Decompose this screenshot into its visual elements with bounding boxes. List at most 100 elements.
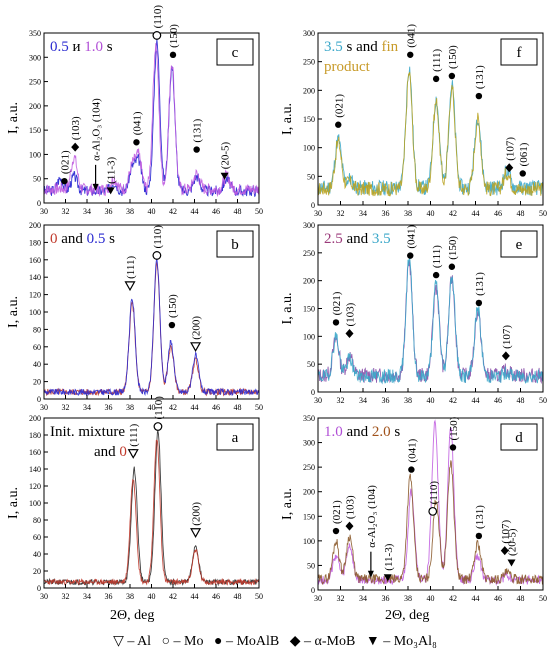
peak-marker-d-0 xyxy=(332,527,340,535)
peak-marker-e-0 xyxy=(332,319,340,326)
peak-label-d-5: (110) xyxy=(428,481,440,505)
x-tick-label-a-48: 48 xyxy=(234,592,242,601)
peak-label-d-4: (041) xyxy=(406,438,418,462)
peak-label-d-8: (107) xyxy=(500,520,512,544)
x-tick-label-d-44: 44 xyxy=(472,594,480,603)
peak-label-d-7: (131) xyxy=(474,505,486,529)
peak-marker-b-1 xyxy=(152,251,162,260)
series-line-a-1 xyxy=(43,439,260,586)
panel-title-part-a-0: Init. mixture xyxy=(50,424,125,440)
y-tick-label-c-0: 0 xyxy=(37,199,41,208)
x-tick-label-c-44: 44 xyxy=(191,207,199,216)
peak-marker-e-5 xyxy=(475,299,483,307)
panel-title-part-f-2: fin xyxy=(382,39,399,55)
y-tick-label-c-200: 200 xyxy=(29,102,41,111)
panel-c: 30 32 34 36 38 40 42 44 46 48 50 0 50 100 150 200 250 300… xyxy=(6,5,263,216)
x-tick-label-b-42: 42 xyxy=(169,403,177,412)
y-tick-label-e-100: 100 xyxy=(303,332,315,341)
panel-title-a: Init. mixture xyxy=(50,424,125,440)
y-tick-label-b-80: 80 xyxy=(33,325,41,334)
peak-marker-d-4 xyxy=(408,466,415,473)
peak-marker-c-3 xyxy=(106,187,115,195)
panel-title-part-e-2: 3.5 xyxy=(372,231,391,247)
y-tick-label-d-100: 100 xyxy=(303,537,315,546)
y-tick-label-b-140: 140 xyxy=(29,273,41,282)
peak-label-e-5: (131) xyxy=(474,272,486,296)
panel-title-e: 2.5 and 3.5 xyxy=(324,231,391,247)
panel-label-c: c xyxy=(232,45,239,61)
x-tick-label-d-42: 42 xyxy=(449,594,457,603)
peak-marker-d-8 xyxy=(500,546,509,556)
y-tick-label-d-200: 200 xyxy=(303,488,315,497)
peak-marker-f-1 xyxy=(407,51,414,58)
peak-marker-b-3 xyxy=(190,342,202,353)
x-tick-label-a-32: 32 xyxy=(62,592,70,601)
y-tick-label-d-50: 50 xyxy=(307,561,315,570)
x-tick-label-e-50: 50 xyxy=(539,396,547,405)
peak-label-b-2: (150) xyxy=(167,294,179,318)
peak-marker-f-0 xyxy=(335,121,342,128)
peak-marker-f-6 xyxy=(519,170,526,177)
panel-title-f: 3.5 s and fin xyxy=(324,39,399,55)
x-tick-label-f-40: 40 xyxy=(427,209,435,218)
y-tick-label-c-300: 300 xyxy=(29,53,41,62)
x-tick-label-c-50: 50 xyxy=(255,207,263,216)
x-tick-label-b-40: 40 xyxy=(148,403,156,412)
x-tick-label-b-46: 46 xyxy=(212,403,220,412)
legend-al: ▽ – Al xyxy=(113,634,152,649)
y-tick-label-e-150: 150 xyxy=(303,305,315,314)
peak-label-b-0: (111) xyxy=(125,256,137,279)
y-tick-label-a-40: 40 xyxy=(33,550,41,559)
x-tick-label-e-30: 30 xyxy=(314,396,322,405)
peak-marker-e-2 xyxy=(407,252,414,259)
x-tick-label-f-38: 38 xyxy=(404,209,412,218)
peak-label-e-6: (107) xyxy=(501,325,513,349)
y-tick-label-d-250: 250 xyxy=(303,463,315,472)
y-tick-label-f-100: 100 xyxy=(303,144,315,153)
panel-d: 30 32 34 36 38 40 42 44 46 48 50 0 50 100 150 200 250 300… xyxy=(280,414,547,603)
series-line-b-0 xyxy=(43,262,260,397)
panel-label-box-e xyxy=(500,230,538,258)
panel-title-part-c-3: s xyxy=(103,39,113,55)
panel-label-box-b xyxy=(216,230,254,258)
panel-title-c: 0.5 и 1.0 s xyxy=(50,39,113,55)
x-tick-label-c-32: 32 xyxy=(62,207,70,216)
panel-label-box-f xyxy=(500,38,538,66)
panel-title-part-f-1: s and xyxy=(343,39,382,55)
panel-title-part-d-2: 2.0 xyxy=(372,424,391,440)
panel-f: 30 32 34 36 38 40 42 44 46 48 50 0 50 100 150 200 250 300… xyxy=(280,24,547,218)
y-tick-label-d-300: 300 xyxy=(303,439,315,448)
y-tick-label-b-20: 20 xyxy=(33,378,41,387)
x-tick-label-b-30: 30 xyxy=(40,403,48,412)
panel-subtitle-part-a-0: and xyxy=(94,444,119,460)
x-tick-label-a-44: 44 xyxy=(191,592,199,601)
y-tick-label-a-160: 160 xyxy=(29,448,41,457)
series-line-f-0 xyxy=(317,66,544,197)
peak-label-c-0: (021) xyxy=(59,150,71,174)
series-line-b-1 xyxy=(43,258,260,396)
legend-mo3al8-text: – Mo₃Al₈ xyxy=(383,634,437,649)
y-tick-label-c-150: 150 xyxy=(29,126,41,135)
y-axis-label-b: I, a.u. xyxy=(6,296,21,328)
peak-label-e-3: (111) xyxy=(431,245,443,268)
peak-marker-f-5 xyxy=(505,163,514,173)
y-tick-label-b-160: 160 xyxy=(29,256,41,265)
y-tick-label-b-180: 180 xyxy=(29,238,41,247)
y-tick-label-a-60: 60 xyxy=(33,533,41,542)
y-tick-label-d-350: 350 xyxy=(303,414,315,423)
peak-marker-c-0 xyxy=(61,177,68,185)
x-tick-label-d-36: 36 xyxy=(382,594,390,603)
panel-title-part-e-0: 2.5 xyxy=(324,231,343,247)
peak-label-f-4: (131) xyxy=(474,65,486,89)
peak-marker-a-1 xyxy=(153,422,163,431)
y-tick-label-b-40: 40 xyxy=(33,360,41,369)
peak-label-a-0: (111) xyxy=(128,423,140,446)
peak-label-c-5: (110) xyxy=(152,5,164,29)
peak-label-d-0: (021) xyxy=(331,500,343,524)
x-tick-label-d-34: 34 xyxy=(359,594,367,603)
peak-label-f-6: (061) xyxy=(518,142,530,166)
panel-title-part-f-0: 3.5 xyxy=(324,39,343,55)
y-tick-label-f-150: 150 xyxy=(303,115,315,124)
y-tick-label-e-200: 200 xyxy=(303,277,315,286)
